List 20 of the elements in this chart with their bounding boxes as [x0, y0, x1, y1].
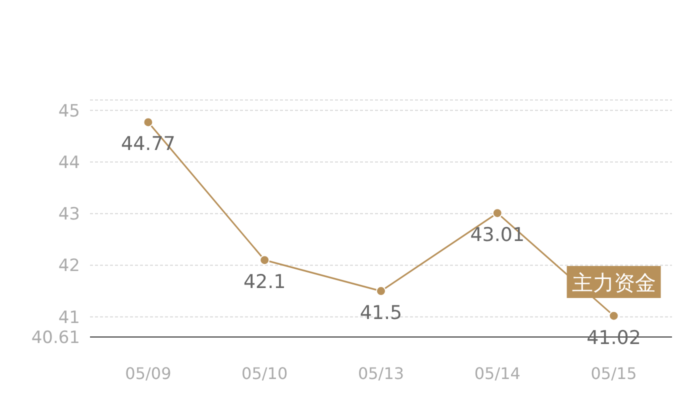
y-tick-label: 41: [58, 308, 80, 328]
point: [143, 117, 154, 128]
point: [608, 310, 619, 321]
y-tick-label: 42: [58, 256, 80, 276]
x-tick-label: 05/09: [125, 364, 172, 383]
data-label: 41.5: [360, 302, 402, 324]
point: [492, 208, 502, 218]
data-label: 42.1: [243, 271, 286, 294]
data-label: 43.01: [470, 224, 525, 246]
point: [260, 255, 270, 266]
y-tick-label: 43: [58, 204, 80, 225]
annotation: 主力资金: [572, 271, 656, 295]
y-tick-label: 40.61: [31, 328, 80, 348]
x-tick-label: 05/13: [358, 364, 404, 383]
x-tick-label: 05/10: [242, 364, 288, 383]
x-tick-label: 05/14: [474, 364, 520, 383]
x-tick-label: 05/15: [590, 364, 637, 383]
point: [376, 286, 386, 296]
y-tick-label: 45: [58, 101, 80, 122]
y-tick-label: 44: [58, 152, 80, 173]
